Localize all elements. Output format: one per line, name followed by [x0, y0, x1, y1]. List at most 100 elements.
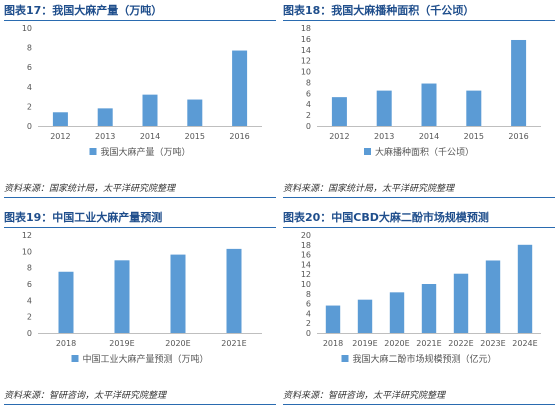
panel-source: 资料来源：智研咨询，太平洋研究院整理 — [4, 388, 276, 405]
y-tick-label: 2 — [27, 313, 32, 322]
bar — [389, 292, 405, 333]
bar-chart: 0 2 4 6 8 10 12 2018 2019E 2020E 2021E 中国工业大麻产量预测（万… — [22, 231, 262, 365]
y-tick-label: 10 — [22, 24, 32, 33]
bar-chart: 0 2 4 6 810 12 14 16 18 2012 2013 2014 2015 2016 大麻播种面… — [301, 24, 541, 158]
bar — [331, 97, 347, 126]
x-tick-label: 2014 — [419, 132, 439, 141]
bar — [97, 108, 113, 126]
panel-figure-19: 图表19：中国工业大麻产量预测 0 2 4 6 8 10 12 2018 2019E 2020E 2… — [4, 209, 276, 409]
bar — [466, 90, 482, 126]
bar-chart: 0 2 4 6 8 10 2012 2013 2014 2015 2016 我国大麻产量（万吨） — [22, 24, 262, 158]
y-tick-label: 18 — [301, 241, 311, 250]
y-tick-label: 0 — [27, 122, 32, 131]
y-tick-label: 6 — [306, 300, 311, 309]
legend-label: 中国工业大麻产量预测（万吨） — [83, 353, 209, 365]
y-tick-label: 12 — [301, 57, 311, 66]
y-tick-label: 4 — [27, 296, 32, 305]
legend-label: 我国大麻产量（万吨） — [101, 146, 191, 158]
x-tick-label: 2020E — [384, 339, 409, 348]
panel-title: 图表18：我国大麻播种面积（千公顷） — [283, 2, 555, 21]
x-tick-label: 2015 — [464, 132, 484, 141]
x-tick-label: 2013 — [374, 132, 394, 141]
x-tick-label: 2019E — [352, 339, 377, 348]
legend-label: 大麻播种面积（千公顷） — [375, 146, 474, 158]
y-tick-label: 20 — [301, 231, 311, 240]
x-tick-label: 2021E — [416, 339, 441, 348]
x-tick-label: 2012 — [50, 132, 70, 141]
panel-figure-18: 图表18：我国大麻播种面积（千公顷） 0 2 4 6 8 10 12 14 16 18 2012 20… — [283, 2, 555, 202]
x-tick-label: 2023E — [480, 339, 505, 348]
legend-swatch — [341, 355, 349, 362]
x-tick-label: 2018 — [56, 339, 76, 348]
y-tick-label: 12 — [301, 270, 311, 279]
bar — [52, 112, 68, 126]
x-tick-label: 2021E — [221, 339, 246, 348]
bar — [142, 94, 158, 126]
y-tick-label: 14 — [301, 46, 311, 55]
panel-source: 资料来源：国家统计局，太平洋研究院整理 — [4, 181, 276, 198]
x-tick-label: 2013 — [95, 132, 115, 141]
x-tick-label: 2012 — [329, 132, 349, 141]
bar — [187, 99, 203, 126]
x-tick-label: 2024E — [512, 339, 537, 348]
y-tick-label: 8 — [306, 78, 311, 87]
y-tick-label: 18 — [301, 24, 311, 33]
y-tick-label: 2 — [27, 102, 32, 111]
y-tick-label: 2 — [306, 319, 311, 328]
y-tick-label: 8 — [27, 44, 32, 53]
y-tick-label: 4 — [27, 83, 32, 92]
bar — [511, 39, 527, 126]
panel-figure-20: 图表20：中国CBD大麻二酚市场规模预测 0 2 4 6 8 10 12 14 16 18 20 20… — [283, 209, 555, 409]
legend-label: 我国大麻二酚市场规模预测（亿元） — [353, 353, 497, 365]
y-tick-label: 14 — [301, 260, 311, 269]
y-tick-label: 0 — [306, 329, 311, 338]
x-tick-label: 2020E — [165, 339, 190, 348]
y-tick-label: 16 — [301, 35, 311, 44]
legend-swatch — [71, 355, 79, 362]
x-tick-label: 2016 — [229, 132, 249, 141]
bar — [421, 284, 437, 333]
bar — [357, 299, 373, 333]
panel-figure-17: 图表17：我国大麻产量（万吨） 0 2 4 6 8 10 2012 2013 2014 2015 2… — [4, 2, 276, 202]
y-tick-label: 6 — [27, 63, 32, 72]
bar — [517, 244, 533, 333]
y-tick-label: 0 — [27, 329, 32, 338]
y-tick-label: 10 — [22, 247, 32, 256]
legend-swatch — [364, 148, 371, 155]
x-tick-label: 2015 — [185, 132, 205, 141]
y-tick-label: 4 — [306, 309, 311, 318]
y-tick-label: 16 — [301, 251, 311, 260]
panel-source: 资料来源：国家统计局，太平洋研究院整理 — [283, 181, 555, 198]
y-tick-label: 6 — [306, 89, 311, 98]
y-tick-label: 10 — [301, 280, 311, 289]
y-tick-label: 12 — [22, 231, 32, 240]
y-tick-label: 6 — [27, 280, 32, 289]
panel-source: 资料来源：智研咨询，太平洋研究院整理 — [283, 388, 555, 405]
legend-swatch — [89, 148, 97, 155]
y-tick-label: 0 — [306, 122, 311, 131]
bar — [114, 260, 130, 333]
bar — [325, 305, 341, 333]
x-tick-label: 2018 — [323, 339, 343, 348]
panel-title: 图表19：中国工业大麻产量预测 — [4, 209, 276, 228]
bar — [376, 90, 392, 126]
x-tick-label: 2016 — [508, 132, 528, 141]
y-tick-label: 2 — [306, 111, 311, 120]
bar — [421, 83, 437, 126]
y-tick-label: 4 — [306, 100, 311, 109]
panel-title: 图表20：中国CBD大麻二酚市场规模预测 — [283, 209, 555, 228]
bar — [453, 273, 469, 333]
bar — [226, 248, 242, 333]
bar — [485, 260, 501, 333]
y-tick-label: 8 — [306, 290, 311, 299]
x-tick-label: 2022E — [448, 339, 473, 348]
bar — [58, 271, 74, 333]
panel-title: 图表17：我国大麻产量（万吨） — [4, 2, 276, 21]
x-tick-label: 2014 — [140, 132, 160, 141]
bar — [170, 254, 186, 333]
x-tick-label: 2019E — [109, 339, 134, 348]
y-tick-label: 8 — [27, 264, 32, 273]
bar — [232, 50, 248, 126]
y-tick-label: 10 — [301, 68, 311, 77]
